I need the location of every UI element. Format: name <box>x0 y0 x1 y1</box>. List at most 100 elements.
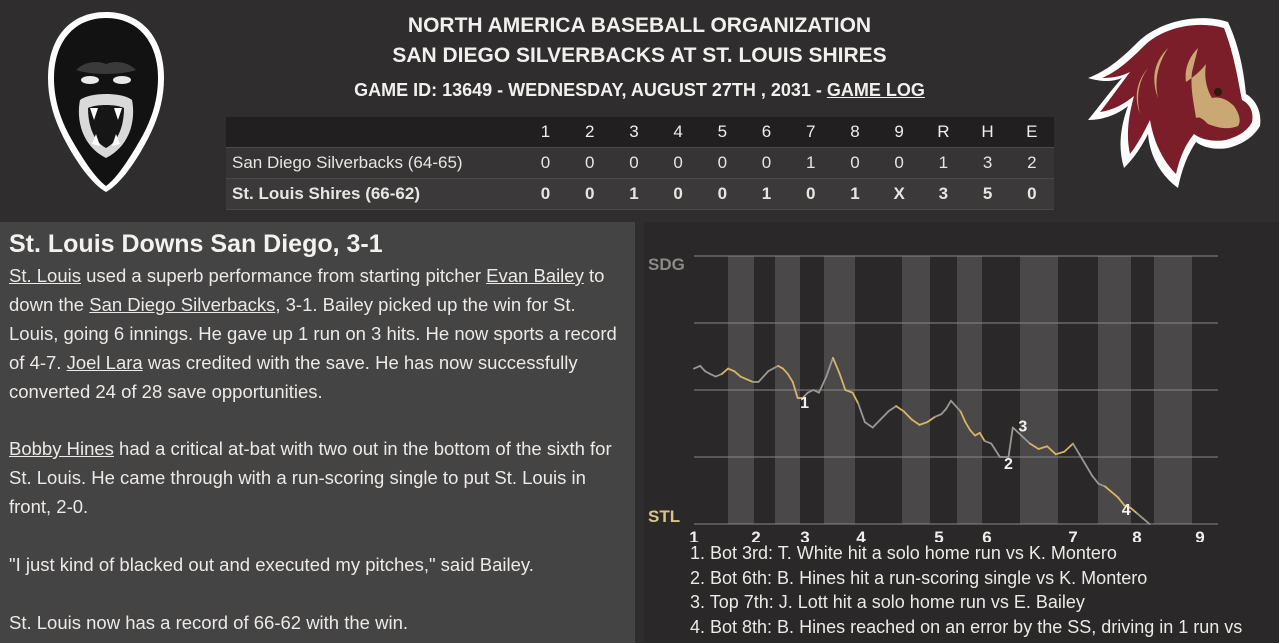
hits-header: H <box>981 122 994 141</box>
recap-link[interactable]: San Diego Silverbacks <box>89 294 276 315</box>
win-probability-segment <box>818 375 828 394</box>
scoring-note: 2. Bot 6th: B. Hines hit a run-scoring s… <box>690 567 1148 588</box>
home-inning-score: 0 <box>717 184 728 203</box>
away-errors: 2 <box>1027 153 1037 172</box>
win-probability-segment <box>863 421 874 429</box>
win-probability-segment <box>721 367 729 375</box>
win-probability-segment <box>767 367 775 373</box>
recap-text: used a superb performance from starting … <box>81 265 487 286</box>
win-probability-segment <box>950 399 957 407</box>
scoring-play-marker: 3 <box>1018 419 1027 436</box>
win-probability-segment <box>832 356 841 375</box>
inning-tick-label: 7 <box>1068 528 1077 542</box>
recap-link[interactable]: Bobby Hines <box>9 438 114 459</box>
inning-header: 9 <box>894 122 904 141</box>
win-probability-segment <box>871 418 882 429</box>
recap-text: had a critical at-bat with two out in th… <box>9 438 612 517</box>
win-probability-segment <box>879 410 890 421</box>
win-probability-segment <box>1029 442 1040 450</box>
game-log-link[interactable]: GAME LOG <box>826 80 925 100</box>
home-inning-score: X <box>893 184 905 203</box>
inning-tick-label: 8 <box>1132 528 1141 542</box>
win-probability-segment <box>786 373 794 383</box>
inning-tick-label: 3 <box>800 528 809 542</box>
away-inning-score: 0 <box>894 153 904 172</box>
away-inning-score: 0 <box>584 153 595 172</box>
win-probability-segment <box>1078 453 1087 466</box>
win-probability-segment <box>959 410 967 424</box>
win-probability-segment <box>954 405 962 413</box>
win-probability-chart: SDG STL 1 2 3 4 5 6 7 8 9 1 2 3 4 <box>648 255 1218 542</box>
win-probability-segment <box>895 405 905 413</box>
away-team-row: San Diego Silverbacks (64-65) 0 0 0 0 0 … <box>226 147 1054 179</box>
home-inning-score: 0 <box>806 184 816 203</box>
win-probability-segment <box>934 413 943 418</box>
win-probability-segment <box>1020 434 1031 445</box>
win-probability-segment <box>990 442 1001 458</box>
stl-axis-label: STL <box>648 507 680 526</box>
home-inning-score: 1 <box>761 184 772 203</box>
win-probability-segment <box>1072 442 1081 456</box>
win-probability-segment <box>1097 482 1106 488</box>
inning-tick-label: 1 <box>689 528 698 542</box>
recap-paragraph-2: Bobby Hines had a critical at-bat with t… <box>9 434 629 521</box>
recap-text: , 3-1. Bailey picked up the win for St. … <box>9 294 617 373</box>
win-probability-segment <box>791 381 799 399</box>
win-probability-segment <box>1129 507 1138 515</box>
scoring-notes: 1. Bot 3rd: T. White hit a solo home run… <box>690 541 1242 639</box>
win-probability-segment <box>910 418 921 426</box>
inning-header: 2 <box>584 122 595 141</box>
win-probability-panel: SDG STL 1 2 3 4 5 6 7 8 9 1 2 3 4 1. Bot 3rd: T. White… <box>644 222 1279 643</box>
scoring-play-marker: 4 <box>1122 502 1131 519</box>
inning-tick-label: 9 <box>1195 528 1204 542</box>
win-probability-segment <box>825 356 834 378</box>
away-inning-score: 0 <box>717 153 728 172</box>
recap-link[interactable]: Joel Lara <box>66 352 143 373</box>
home-inning-score: 0 <box>584 184 595 203</box>
inning-header: 3 <box>629 122 639 141</box>
win-probability-segment <box>709 373 717 378</box>
game-info: GAME ID: 13649 - WEDNESDAY, AUGUST 27TH … <box>0 80 1279 101</box>
win-probability-segment <box>969 429 976 437</box>
win-probability-segment <box>714 373 723 378</box>
win-probability-segment <box>1063 442 1074 453</box>
win-probability-segment <box>801 391 809 399</box>
win-probability-segment <box>844 389 854 394</box>
away-inning-score: 0 <box>540 153 551 172</box>
recap-paragraph-1: St. Louis used a superb performance from… <box>9 261 629 406</box>
win-probability-segment <box>699 364 707 373</box>
recap-quote: "I just kind of blacked out and executed… <box>9 554 534 575</box>
win-probability-segment <box>739 375 748 381</box>
recap-link[interactable]: St. Louis <box>9 265 81 286</box>
runs-header: R <box>937 122 950 141</box>
home-inning-score: 0 <box>540 184 551 203</box>
home-team-row: St. Louis Shires (66-62) 0 0 1 0 0 1 0 1… <box>226 178 1054 210</box>
win-probability-segment <box>757 375 765 383</box>
win-probability-segment <box>974 431 981 437</box>
away-hits: 3 <box>982 153 993 172</box>
linescore-header-row: 1 2 3 4 5 6 7 8 9 R H E <box>226 117 1054 148</box>
win-probability-segment <box>838 373 847 391</box>
away-team-name[interactable]: San Diego Silverbacks (64-65) <box>232 153 463 172</box>
scoring-note: 3. Top 7th: J. Lott hit a solo home run … <box>690 592 1085 612</box>
inning-tick-label: 4 <box>856 528 866 542</box>
errors-header: E <box>1026 122 1038 141</box>
win-probability-segment <box>918 421 929 426</box>
home-inning-score: 1 <box>850 184 860 203</box>
game-recap-panel: St. Louis Downs San Diego, 3-1 St. Louis… <box>0 222 635 643</box>
win-probability-segment <box>964 421 972 432</box>
win-probability-segment <box>887 405 898 413</box>
home-inning-score: 0 <box>673 184 683 203</box>
inning-tick-label: 5 <box>934 528 943 542</box>
away-inning-score: 1 <box>806 153 816 172</box>
scoring-play-marker: 1 <box>800 395 809 412</box>
home-inning-score: 1 <box>629 184 639 203</box>
win-probability-segment <box>733 370 742 378</box>
win-probability-segment <box>857 402 866 424</box>
recap-link[interactable]: Evan Bailey <box>486 265 584 286</box>
win-probability-segment <box>1091 474 1100 485</box>
home-team-name[interactable]: St. Louis Shires (66-62) <box>232 184 420 203</box>
recap-text: was credited with the save. He has now s… <box>9 352 578 402</box>
inning-header: 5 <box>717 122 728 141</box>
win-probability-segment <box>806 389 815 394</box>
